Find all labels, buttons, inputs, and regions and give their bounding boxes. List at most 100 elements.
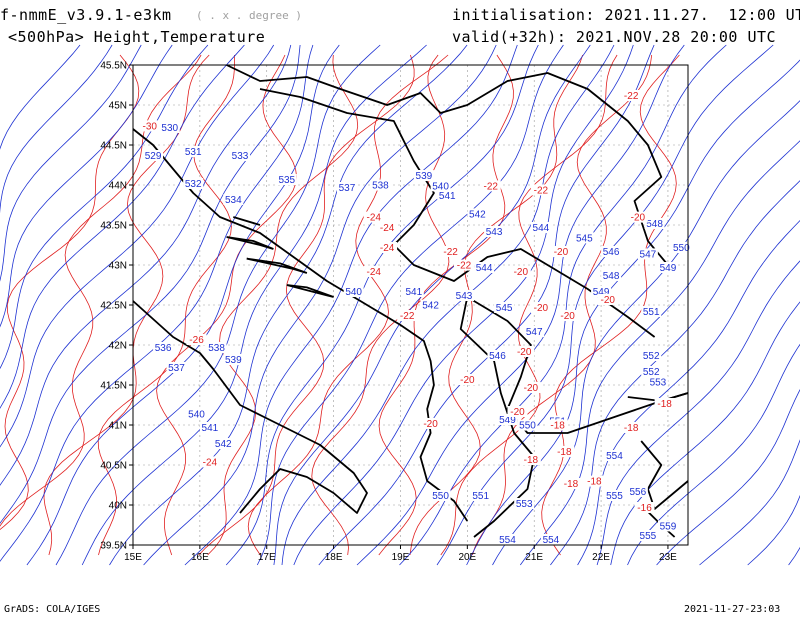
- temperature-label-bg: [654, 398, 675, 409]
- x-tick-label: 22E: [592, 552, 610, 563]
- height-label-bg: [437, 190, 458, 201]
- temperature-label-bg: [621, 90, 642, 101]
- temperature-label-bg: [510, 266, 531, 277]
- y-tick-label: 45.5N: [100, 61, 127, 72]
- temperature-label: -18: [657, 399, 672, 410]
- height-label-bg: [641, 306, 662, 317]
- temperature-label-bg: [627, 211, 648, 223]
- height-contour-line: [436, 44, 774, 566]
- temperature-label: -22: [400, 311, 415, 322]
- height-contour-line: [81, 44, 427, 566]
- height-label-bg: [276, 174, 297, 185]
- height-label: 540: [432, 181, 449, 192]
- temperature-label-bg: [621, 422, 642, 433]
- height-label-bg: [153, 342, 174, 353]
- temperature-label-bg: [457, 374, 478, 385]
- height-contour-line: [492, 100, 800, 566]
- height-label: 553: [516, 499, 533, 510]
- height-label: 537: [339, 183, 356, 194]
- height-label-bg: [223, 194, 244, 205]
- height-label-bg: [647, 376, 668, 388]
- height-label: 545: [576, 233, 593, 244]
- height-label: 548: [646, 219, 663, 230]
- height-contour-line: [656, 389, 800, 566]
- height-contour-line: [0, 44, 314, 562]
- temperature-label: -20: [517, 347, 532, 358]
- y-tick-label: 41N: [109, 421, 127, 432]
- height-label-bg: [574, 232, 595, 244]
- height-label: 545: [496, 303, 513, 314]
- coastline: [459, 296, 536, 538]
- temperature-label: -20: [460, 375, 475, 386]
- height-label: 554: [499, 535, 516, 546]
- temperature-label-bg: [480, 180, 501, 192]
- height-label-bg: [484, 226, 505, 237]
- temperature-contour-line: [198, 54, 415, 556]
- coastline: [466, 296, 689, 434]
- height-label-bg: [494, 302, 515, 313]
- height-label-bg: [143, 150, 164, 161]
- height-label-bg: [453, 290, 474, 301]
- height-contour-line: [0, 44, 209, 370]
- height-label-bg: [497, 414, 518, 425]
- temperature-label: -16: [637, 503, 652, 514]
- height-label-bg: [671, 242, 692, 253]
- height-label: 535: [278, 175, 295, 186]
- temperature-label-bg: [597, 294, 618, 305]
- height-contour-line: [356, 44, 685, 566]
- units-label: ( . x . degree ): [196, 9, 302, 22]
- height-label: 550: [519, 421, 536, 432]
- level-title: <500hPa> Height,Temperature: [8, 28, 266, 46]
- height-contour-line: [281, 44, 615, 566]
- height-label-bg: [644, 218, 665, 229]
- height-label-bg: [206, 342, 227, 353]
- height-label: 543: [486, 227, 503, 238]
- temperature-label-bg: [530, 302, 551, 313]
- height-label: 546: [489, 351, 506, 362]
- height-label: 540: [345, 287, 362, 298]
- height-label: 555: [606, 491, 623, 502]
- height-label-bg: [183, 178, 204, 189]
- height-label: 551: [472, 491, 489, 502]
- x-tick-label: 19E: [392, 552, 410, 563]
- temperature-label: -20: [510, 407, 525, 418]
- height-label: 556: [630, 487, 647, 498]
- height-label: 542: [469, 209, 486, 220]
- temperature-label: -20: [560, 311, 575, 322]
- height-label-bg: [403, 286, 424, 297]
- height-label: 547: [640, 249, 657, 260]
- height-label-bg: [601, 246, 622, 257]
- island-outline: [233, 216, 261, 226]
- temperature-label: -18: [557, 447, 572, 458]
- temperature-label-bg: [440, 246, 461, 257]
- height-label: 533: [232, 151, 249, 162]
- temperature-label-bg: [547, 419, 568, 431]
- height-label-bg: [601, 270, 622, 281]
- height-contour-line: [0, 44, 81, 150]
- coastline: [226, 64, 669, 266]
- height-label-bg: [199, 422, 220, 433]
- coastline: [132, 128, 469, 522]
- height-contour-line: [55, 44, 381, 566]
- height-label-bg: [223, 354, 244, 365]
- temperature-label-bg: [397, 310, 418, 321]
- temperature-label: -24: [366, 267, 381, 278]
- height-label-bg: [641, 366, 662, 377]
- island-outline: [246, 257, 308, 274]
- height-label: 537: [168, 363, 185, 374]
- temperature-label: -22: [484, 181, 499, 192]
- height-label: 532: [185, 179, 202, 190]
- height-label: 530: [161, 123, 178, 134]
- height-contour-line: [256, 44, 564, 566]
- temperature-label-bg: [453, 259, 474, 271]
- height-label-bg: [413, 170, 434, 181]
- height-contour-line: [225, 44, 539, 566]
- height-label: 559: [660, 521, 677, 532]
- height-label-bg: [637, 248, 658, 260]
- y-tick-label: 43N: [109, 261, 127, 272]
- height-label-bg: [530, 222, 551, 233]
- temperature-label: -18: [550, 421, 565, 432]
- height-contour-line: [184, 44, 518, 566]
- temperature-label: -24: [203, 457, 218, 468]
